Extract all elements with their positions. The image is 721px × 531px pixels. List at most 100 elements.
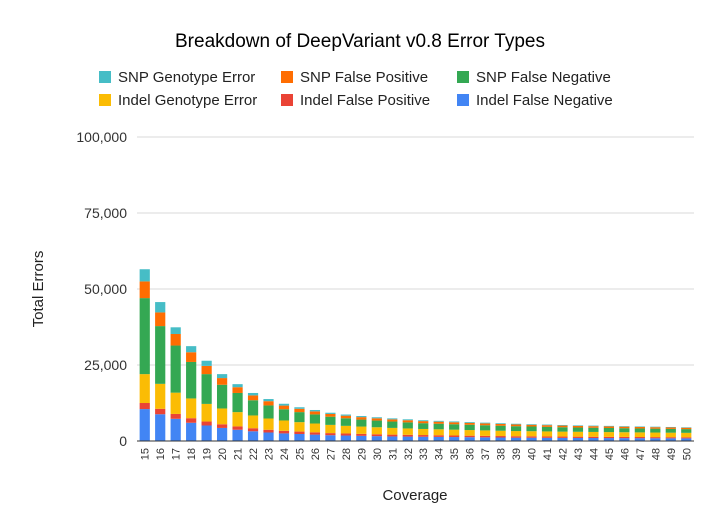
bar-snp-false-negative-16 bbox=[155, 326, 166, 384]
x-tick-label: 40 bbox=[527, 448, 539, 460]
bar-snp-genotype-error-45 bbox=[603, 425, 615, 427]
bar-indel-false-positive-48 bbox=[650, 437, 661, 439]
bar-indel-false-positive-28 bbox=[340, 433, 351, 436]
bar-snp-false-negative-22 bbox=[247, 400, 259, 416]
x-tick-label: 48 bbox=[650, 448, 662, 460]
bar-snp-genotype-error-30 bbox=[371, 417, 382, 419]
bar-indel-genotype-error-29 bbox=[356, 426, 367, 434]
bar-indel-genotype-error-31 bbox=[387, 427, 398, 435]
bar-snp-false-positive-20 bbox=[216, 378, 228, 385]
bar-snp-genotype-error-40 bbox=[526, 424, 537, 425]
x-tick-label: 38 bbox=[496, 448, 508, 460]
legend-swatch-indel-false-positive bbox=[281, 94, 293, 106]
x-axis-ticks: 15 16 17 18 19 20 21 22 23 24 25 26 27 28 29 30 31 32 33 34… bbox=[140, 448, 694, 460]
bar-snp-false-positive-25 bbox=[294, 408, 305, 413]
bar-indel-false-negative-39 bbox=[510, 437, 522, 441]
bar-snp-genotype-error-25 bbox=[294, 407, 305, 409]
bar-snp-genotype-error-18 bbox=[186, 346, 197, 353]
x-tick-label: 26 bbox=[310, 448, 322, 460]
bar-indel-genotype-error-35 bbox=[449, 429, 460, 436]
bar-indel-false-negative-35 bbox=[449, 437, 460, 441]
x-tick-label: 45 bbox=[604, 448, 616, 460]
bar-snp-genotype-error-23 bbox=[263, 399, 274, 402]
bar-snp-genotype-error-22 bbox=[247, 392, 259, 396]
bar-indel-false-negative-46 bbox=[619, 438, 630, 441]
bar-snp-genotype-error-26 bbox=[309, 409, 321, 412]
bar-indel-false-negative-48 bbox=[650, 438, 661, 441]
bar-indel-false-positive-16 bbox=[155, 408, 166, 415]
bar-snp-genotype-error-31 bbox=[387, 418, 398, 420]
bar-indel-false-positive-34 bbox=[433, 435, 444, 437]
x-tick-label: 31 bbox=[387, 448, 399, 460]
x-tick-label: 47 bbox=[635, 448, 647, 460]
bar-snp-false-positive-15 bbox=[139, 281, 150, 299]
bar-indel-false-negative-47 bbox=[634, 438, 645, 441]
legend-swatch-indel-genotype-error bbox=[99, 94, 111, 106]
x-tick-label: 21 bbox=[233, 448, 245, 460]
bar-snp-false-negative-48 bbox=[650, 428, 661, 433]
bar-snp-false-negative-15 bbox=[139, 298, 150, 375]
bar-indel-false-positive-45 bbox=[603, 436, 615, 439]
bar-snp-false-negative-21 bbox=[232, 392, 243, 413]
bar-indel-genotype-error-46 bbox=[619, 432, 630, 437]
bar-snp-genotype-error-27 bbox=[325, 412, 336, 414]
bar-indel-false-negative-20 bbox=[216, 427, 228, 441]
bar-indel-false-negative-40 bbox=[526, 437, 537, 441]
bar-indel-false-positive-24 bbox=[278, 430, 290, 434]
bar-snp-false-positive-48 bbox=[650, 427, 661, 429]
bar-snp-genotype-error-36 bbox=[464, 422, 475, 423]
bar-snp-false-negative-38 bbox=[495, 425, 506, 431]
legend-swatch-snp-false-negative bbox=[457, 71, 469, 83]
bar-snp-false-negative-49 bbox=[665, 428, 676, 433]
bar-snp-false-negative-40 bbox=[526, 426, 537, 432]
legend: SNP Genotype Error SNP False Positive SNP … bbox=[99, 69, 613, 109]
bar-indel-false-negative-23 bbox=[263, 432, 274, 441]
bar-indel-genotype-error-43 bbox=[572, 431, 584, 437]
bar-indel-false-negative-42 bbox=[557, 437, 568, 441]
bar-snp-false-negative-36 bbox=[464, 424, 475, 431]
bar-snp-false-positive-46 bbox=[619, 426, 630, 429]
bar-indel-false-positive-47 bbox=[634, 437, 645, 439]
bar-indel-false-positive-41 bbox=[541, 436, 553, 438]
bar-snp-genotype-error-39 bbox=[510, 423, 522, 425]
bar-indel-genotype-error-47 bbox=[634, 432, 645, 438]
bar-indel-false-positive-17 bbox=[170, 413, 181, 419]
bar-snp-genotype-error-16 bbox=[155, 302, 166, 313]
bar-indel-false-positive-21 bbox=[232, 426, 243, 430]
x-tick-label: 25 bbox=[294, 448, 306, 460]
bar-indel-false-positive-18 bbox=[186, 418, 197, 423]
bar-snp-false-positive-34 bbox=[433, 421, 444, 424]
x-tick-label: 39 bbox=[511, 448, 523, 460]
bar-indel-false-negative-22 bbox=[247, 431, 259, 441]
bar-indel-false-negative-33 bbox=[418, 436, 429, 441]
y-tick-label: 75,000 bbox=[84, 205, 127, 221]
bar-indel-false-negative-17 bbox=[170, 418, 181, 441]
bar-snp-genotype-error-47 bbox=[634, 426, 645, 427]
bar-snp-genotype-error-44 bbox=[588, 425, 599, 427]
bar-snp-false-negative-20 bbox=[216, 384, 228, 409]
bar-snp-false-negative-26 bbox=[309, 414, 321, 424]
bar-indel-false-negative-18 bbox=[186, 422, 197, 441]
bar-snp-false-negative-33 bbox=[418, 423, 429, 429]
gridlines bbox=[137, 136, 694, 366]
bar-snp-false-positive-26 bbox=[309, 411, 321, 415]
bar-indel-false-positive-27 bbox=[325, 433, 336, 436]
bar-indel-genotype-error-25 bbox=[294, 422, 305, 432]
bar-indel-false-negative-37 bbox=[480, 437, 491, 441]
legend-label-indel-false-negative: Indel False Negative bbox=[476, 92, 613, 109]
bar-snp-false-negative-44 bbox=[588, 427, 599, 432]
bar-snp-genotype-error-48 bbox=[650, 426, 661, 428]
bar-indel-false-positive-44 bbox=[588, 436, 599, 439]
bar-indel-false-positive-15 bbox=[139, 403, 150, 410]
bar-indel-false-positive-35 bbox=[449, 435, 460, 438]
bar-indel-false-negative-34 bbox=[433, 436, 444, 441]
x-tick-label: 29 bbox=[356, 448, 368, 460]
bar-snp-genotype-error-35 bbox=[449, 421, 460, 423]
bar-indel-genotype-error-16 bbox=[155, 383, 166, 409]
bar-snp-false-positive-27 bbox=[325, 413, 336, 417]
bar-snp-false-negative-34 bbox=[433, 423, 444, 430]
bar-indel-false-negative-21 bbox=[232, 429, 243, 441]
bar-indel-genotype-error-38 bbox=[495, 430, 506, 437]
bar-snp-false-negative-39 bbox=[510, 426, 522, 432]
